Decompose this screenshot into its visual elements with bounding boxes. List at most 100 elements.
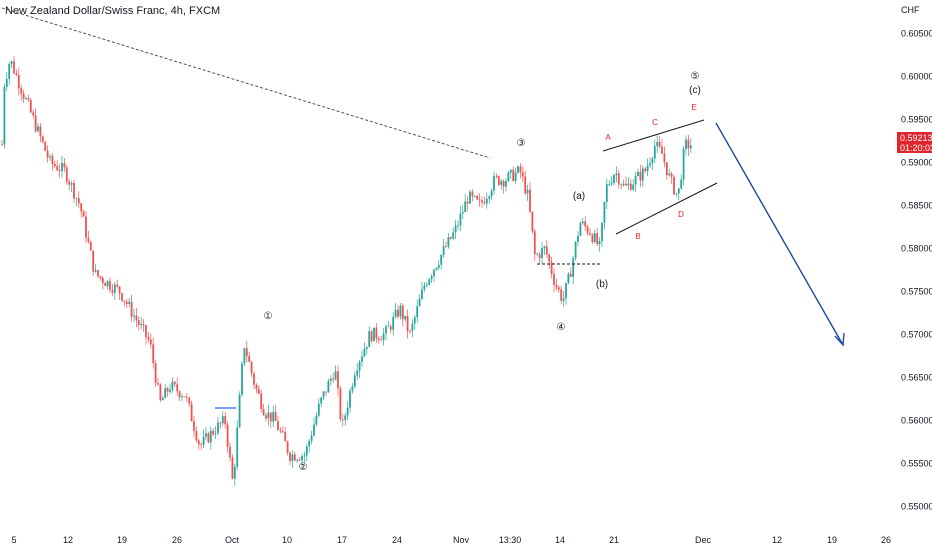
triangle-label-e: E <box>691 103 696 112</box>
candle-body <box>466 201 469 204</box>
candle-body <box>605 184 608 202</box>
candle-body <box>200 444 203 446</box>
candle-body <box>514 172 517 181</box>
candle-body <box>665 162 668 176</box>
candle-body <box>409 330 411 332</box>
x-tick-label: 17 <box>337 535 347 545</box>
candle-body <box>344 415 347 420</box>
candle-body <box>293 454 296 461</box>
candle-body <box>620 184 623 186</box>
candle-body <box>680 179 683 189</box>
candle-body <box>161 398 164 401</box>
candle-body <box>581 221 584 224</box>
candle-body <box>377 338 380 340</box>
dashed-trendline[interactable] <box>1 7 491 159</box>
price-axis[interactable]: 0.60500 0.60000 0.59500 0.59000 0.58500 0.580… <box>901 29 932 512</box>
projection-arrow-line[interactable] <box>715 122 844 346</box>
candle-body <box>92 250 95 272</box>
candle-body <box>574 241 577 259</box>
candle-body <box>406 315 409 331</box>
candle-body <box>363 348 366 357</box>
candle-body <box>262 408 265 416</box>
candle-body <box>332 378 335 380</box>
candle-body <box>327 380 330 393</box>
candle-body <box>118 286 121 294</box>
candle-body <box>529 189 531 212</box>
candle-body <box>509 169 512 173</box>
x-tick-label: Nov <box>453 535 470 545</box>
candle-body <box>157 382 159 385</box>
candle-body <box>236 427 239 467</box>
candle-body <box>123 300 126 302</box>
candle-body <box>289 452 291 461</box>
bar-countdown: 01:20:03 <box>900 143 932 153</box>
triangle-lower-line[interactable] <box>615 182 718 235</box>
candle-body <box>370 331 373 342</box>
candle-body <box>526 189 529 194</box>
wave-label-1: ① <box>264 311 273 322</box>
candle-body <box>349 390 351 408</box>
candle-body <box>10 61 13 64</box>
candle-body <box>440 254 443 265</box>
candle-body <box>567 273 570 284</box>
candle-body <box>471 191 474 197</box>
x-tick-label: 24 <box>392 535 402 545</box>
candle-body <box>670 173 673 177</box>
candle-body <box>277 420 279 430</box>
candle-body <box>320 397 323 404</box>
candle-body <box>310 435 313 441</box>
candle-body <box>356 370 359 376</box>
candle-body <box>257 388 260 394</box>
candle-body <box>190 403 193 422</box>
candle-body <box>428 279 431 285</box>
candle-body <box>613 175 615 184</box>
x-tick-label: 5 <box>11 535 16 545</box>
y-tick-label: 0.56500 <box>901 373 932 383</box>
candle-body <box>89 241 92 251</box>
candle-body <box>233 466 236 479</box>
candle-body <box>495 175 498 177</box>
y-tick-label: 0.58500 <box>901 201 932 211</box>
candle-body <box>365 346 368 349</box>
candle-body <box>454 225 457 233</box>
candle-body <box>512 169 515 181</box>
candle-body <box>339 388 342 420</box>
candle-body <box>188 397 191 404</box>
wave-label-3: ③ <box>517 138 526 149</box>
candle-body <box>20 88 23 94</box>
candle-body <box>274 412 277 421</box>
candle-body <box>337 371 339 389</box>
candle-body <box>430 276 433 280</box>
candle-body <box>615 173 618 176</box>
y-tick-label: 0.59500 <box>901 115 932 125</box>
candle-body <box>478 199 481 201</box>
candle-body <box>25 98 27 100</box>
candle-body <box>421 289 423 299</box>
candle-body <box>238 394 241 428</box>
candle-body <box>58 170 61 172</box>
candle-body <box>149 339 152 345</box>
candle-body <box>142 324 145 326</box>
candle-body <box>104 283 107 287</box>
candle-body <box>65 167 68 182</box>
candle-body <box>329 378 332 381</box>
candle-body <box>617 173 620 185</box>
time-axis[interactable]: 5 12 19 26 Oct 10 17 24 Nov 13:30 14 21 Dec 12 19 26 <box>11 535 891 545</box>
triangle-upper-line[interactable] <box>602 119 705 152</box>
candle-body <box>560 289 563 301</box>
candle-body <box>173 381 176 385</box>
candle-body <box>565 283 567 299</box>
candle-body <box>245 348 248 357</box>
candle-body <box>493 175 495 191</box>
candle-body <box>548 254 551 263</box>
candle-body <box>305 446 308 456</box>
candle-body <box>224 416 227 425</box>
candle-body <box>469 191 471 204</box>
candle-body <box>385 326 387 334</box>
candle-body <box>41 136 44 142</box>
candle-body <box>221 416 224 424</box>
wave-label-4: ④ <box>557 322 566 333</box>
candle-body <box>524 176 527 194</box>
candle-body <box>437 264 440 268</box>
